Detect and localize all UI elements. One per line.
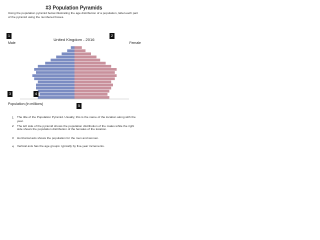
list-item-box: Vertical axis has the age groups: typica…: [17, 145, 105, 148]
bar: [74, 52, 91, 56]
marker-number: 4: [35, 91, 38, 96]
left-label: Male: [8, 41, 16, 45]
list-item: Horizontal axis shows the population for…: [17, 136, 99, 140]
bar: [74, 92, 108, 96]
bar: [74, 55, 97, 59]
bar: [36, 71, 75, 74]
bar: [74, 80, 112, 84]
instructions-box: Using the population pyramid below illus…: [8, 12, 138, 19]
bar: [37, 96, 75, 99]
marker-number: 5: [78, 103, 81, 108]
bar: [70, 46, 75, 49]
bar: [36, 83, 75, 87]
bar: [74, 46, 82, 49]
bar: [56, 55, 75, 59]
bar: [37, 64, 75, 68]
bar: [34, 68, 75, 71]
numbered-list: 1 The title of the Population Pyramid. Us…: [12, 116, 136, 149]
bar: [67, 49, 75, 53]
bar: [74, 49, 86, 53]
list-item: The left side of the pyramid shows the p…: [17, 124, 135, 132]
bar: [74, 83, 113, 87]
bar: [45, 61, 75, 65]
bar: [36, 86, 75, 90]
title: #3 Population Pyramids: [46, 5, 103, 11]
list-number: 3: [12, 136, 14, 140]
bar: [74, 74, 117, 77]
marker-number: 1: [8, 33, 11, 38]
bar: [74, 61, 106, 65]
x-axis-label: Population (in millions): [8, 102, 43, 106]
list-number: 4: [12, 145, 14, 149]
list-item-box: Horizontal axis shows the population for…: [17, 136, 99, 140]
marker-number: 3: [9, 91, 12, 96]
marker-box: [7, 91, 13, 97]
right-label: Female: [129, 41, 141, 45]
bar: [50, 58, 75, 62]
bar: [34, 77, 75, 81]
list-item: The title of the Population Pyramid. Usu…: [17, 116, 136, 123]
page: #3 Population Pyramids Using the populat…: [0, 0, 149, 198]
list-item-box: The title of the Population Pyramid. Usu…: [17, 116, 136, 123]
bar: [74, 71, 115, 74]
bar: [74, 58, 101, 62]
marker-box: [33, 91, 39, 97]
bar: [74, 77, 115, 81]
bar: [74, 64, 112, 68]
bar: [74, 68, 117, 71]
list-item: Vertical axis has the age groups: typica…: [17, 145, 105, 148]
bar: [74, 86, 112, 90]
list-number: 2: [12, 124, 14, 128]
bar: [32, 74, 75, 77]
marker-box: [6, 33, 12, 39]
bar: [74, 89, 110, 93]
bar: [61, 52, 75, 56]
list-item-box: The left side of the pyramid shows the p…: [17, 124, 135, 132]
marker-box: [109, 33, 115, 39]
bar: [39, 92, 75, 96]
bar: [37, 89, 75, 93]
bar: [37, 80, 75, 84]
bar: [74, 96, 110, 99]
marker-number: 2: [111, 33, 114, 38]
list-number: 1: [12, 116, 14, 120]
instructions: Using the population pyramid below illus…: [8, 12, 138, 19]
marker-box: [76, 103, 82, 109]
chart-title: United Kingdom - 2016: [54, 37, 96, 42]
